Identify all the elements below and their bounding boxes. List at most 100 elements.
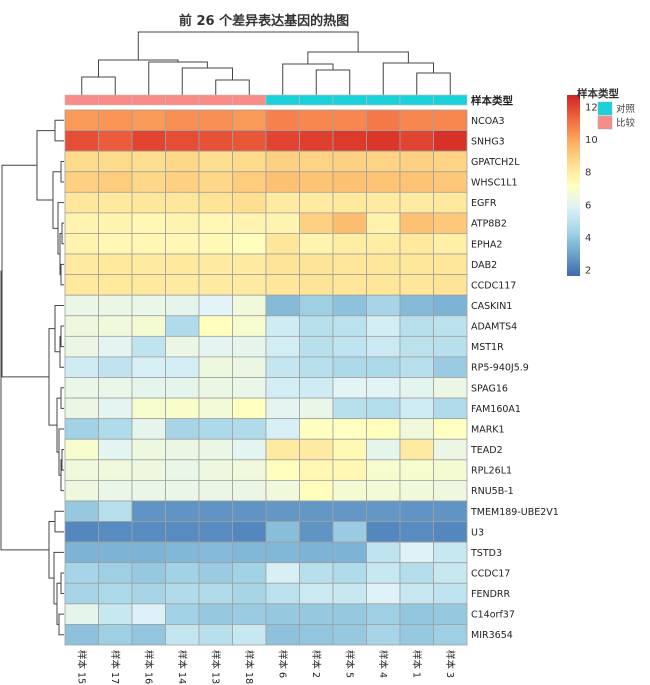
- heatmap-cell: [399, 459, 434, 481]
- heatmap-cell: [366, 233, 401, 255]
- legend-swatch: [597, 115, 613, 130]
- heatmap-cell: [399, 418, 434, 440]
- heatmap-cell: [433, 459, 468, 481]
- heatmap-cell: [98, 377, 133, 399]
- column-label: 样本 18: [243, 650, 255, 684]
- heatmap-cell: [98, 109, 133, 131]
- heatmap-cell: [433, 377, 468, 399]
- column-label: 样本 15: [75, 650, 87, 684]
- heatmap-cell: [64, 582, 99, 605]
- legend-label: 比较: [616, 117, 636, 129]
- heatmap-cell: [332, 335, 367, 358]
- heatmap-cell: [366, 335, 401, 358]
- heatmap-cell: [433, 335, 468, 358]
- heatmap-cell: [299, 541, 334, 564]
- heatmap-cell: [64, 603, 99, 625]
- heatmap-cell: [366, 582, 401, 605]
- heatmap-cell: [198, 500, 233, 522]
- colorbar-tick-label: 4: [585, 233, 591, 244]
- row-label: CCDC17: [471, 568, 510, 579]
- dendrogram-link: [54, 119, 64, 142]
- heatmap-cell: [232, 253, 267, 276]
- heatmap-cell: [433, 171, 468, 193]
- heatmap-cell: [131, 521, 166, 543]
- heatmap-cell: [299, 191, 334, 214]
- heatmap-cell: [98, 603, 133, 625]
- heatmap-cell: [64, 274, 99, 296]
- heatmap-cell: [265, 479, 300, 502]
- heatmap-cell: [332, 479, 367, 502]
- heatmap-cell: [131, 603, 166, 625]
- dendrogram-link: [60, 263, 64, 286]
- heatmap-cell: [198, 150, 233, 173]
- heatmap-cell: [399, 335, 434, 358]
- column-label: 样本 1: [410, 650, 422, 678]
- heatmap-cell: [64, 315, 99, 337]
- heatmap-cell: [433, 562, 468, 584]
- heatmap-cell: [433, 130, 468, 152]
- row-label: SNHG3: [471, 136, 505, 147]
- heatmap-cell: [332, 150, 367, 173]
- row-label: CCDC117: [471, 280, 516, 291]
- heatmap-cell: [198, 253, 233, 276]
- annotation-cell: [131, 94, 166, 106]
- heatmap-cell: [165, 356, 200, 378]
- heatmap-cell: [64, 377, 99, 399]
- heatmap-cell: [366, 500, 401, 522]
- heatmap-cell: [198, 562, 233, 584]
- heatmap-cell: [332, 603, 367, 625]
- annotation-cell: [232, 94, 267, 106]
- heatmap-cell: [198, 109, 233, 131]
- heatmap-cell: [131, 253, 166, 276]
- dendrogram-link: [215, 79, 250, 95]
- heatmap-cell: [64, 624, 99, 646]
- heatmap-cell: [165, 418, 200, 440]
- heatmap-cell: [265, 418, 300, 440]
- heatmap-cell: [64, 335, 99, 358]
- heatmap-cell: [198, 191, 233, 214]
- dendrogram-link: [61, 222, 64, 245]
- heatmap-cell: [232, 191, 267, 214]
- heatmap-cell: [98, 150, 133, 173]
- heatmap-cell: [198, 315, 233, 337]
- heatmap-cell: [433, 191, 468, 214]
- row-label: FAM160A1: [471, 404, 521, 415]
- row-label: EPHA2: [471, 239, 502, 250]
- dendrogram-link: [53, 551, 64, 605]
- column-labels: 样本 15 样本 17 样本 16 样本 14 样本 13 样本 18 样本 6 样本 2 样本…: [75, 650, 456, 684]
- row-label: EGFR: [471, 198, 497, 209]
- heatmap-cell: [131, 459, 166, 481]
- heatmap-cell: [366, 150, 401, 173]
- heatmap-cell: [265, 315, 300, 337]
- dendrogram-link: [148, 61, 208, 95]
- heatmap-cell: [332, 562, 367, 584]
- heatmap-cell: [332, 356, 367, 378]
- heatmap-cell: [198, 233, 233, 255]
- heatmap-cell: [399, 315, 434, 337]
- heatmap-cell: [265, 624, 300, 646]
- heatmap-cell: [198, 624, 233, 646]
- heatmap-cell: [366, 356, 401, 378]
- heatmap-cell: [399, 521, 434, 543]
- heatmap-cell: [299, 582, 334, 605]
- heatmap-cell: [131, 233, 166, 255]
- heatmap-cell: [265, 150, 300, 173]
- heatmap-cell: [265, 541, 300, 564]
- heatmap-cell: [165, 562, 200, 584]
- heatmap-cell: [433, 109, 468, 131]
- heatmap-cell: [299, 562, 334, 584]
- row-label: MIR3654: [471, 630, 513, 641]
- heatmap-cell: [366, 541, 401, 564]
- heatmap-cell: [299, 521, 334, 543]
- heatmap-cell: [232, 418, 267, 440]
- heatmap-cell: [232, 541, 267, 564]
- heatmap-cell: [265, 294, 300, 317]
- heatmap-cell: [433, 150, 468, 173]
- heatmap-cell: [64, 500, 99, 522]
- row-label: RPL26L1: [471, 466, 512, 477]
- dendrogram-link: [60, 387, 64, 409]
- colorbar-gradient: [567, 95, 580, 276]
- heatmap-cell: [332, 130, 367, 152]
- heatmap-cell: [265, 438, 300, 461]
